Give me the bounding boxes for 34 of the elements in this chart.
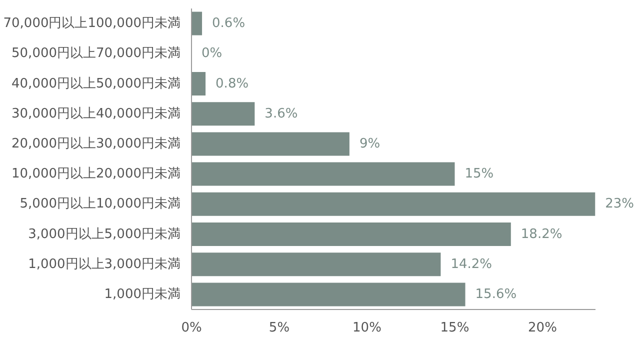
x-tick-label: 10% [352,320,382,336]
data-label: 0.8% [216,76,249,92]
data-label: 3.6% [264,106,298,122]
data-label: 0.6% [212,16,246,32]
bar [192,12,202,36]
x-tick-label: 5% [268,320,290,336]
y-tick-label: 1,000円以上3,000円未満 [28,256,181,272]
y-tick-label: 50,000円以上70,000円未満 [12,46,181,62]
bar [192,132,350,156]
data-label: 9% [359,136,380,152]
data-label: 0% [202,46,222,62]
bar [192,72,206,96]
y-tick-label: 40,000円以上50,000円未満 [12,76,181,92]
data-label: 15.6% [475,286,517,302]
bar [192,102,255,126]
y-tick-label: 5,000円以上10,000円未満 [20,196,181,212]
x-tick-label: 20% [528,320,557,336]
data-label: 15% [464,166,494,182]
y-tick-label: 20,000円以上30,000円未満 [12,136,181,152]
y-tick-label: 1,000円未満 [104,286,180,302]
y-tick-label: 70,000円以上100,000円未満 [3,16,181,32]
y-tick-label: 30,000円以上40,000円未満 [12,106,181,122]
data-label: 18.2% [520,226,562,242]
x-tick-label: 15% [440,320,470,336]
data-label: 23% [605,196,634,212]
bar [192,252,441,276]
y-tick-label: 3,000円以上5,000円未満 [28,226,181,242]
bar [192,282,466,306]
bar [192,192,596,216]
bar [192,222,511,246]
x-tick-label: 0% [181,320,202,336]
data-label: 14.2% [450,256,492,272]
bar [192,162,455,186]
y-tick-label: 10,000円以上20,000円未満 [12,166,181,182]
